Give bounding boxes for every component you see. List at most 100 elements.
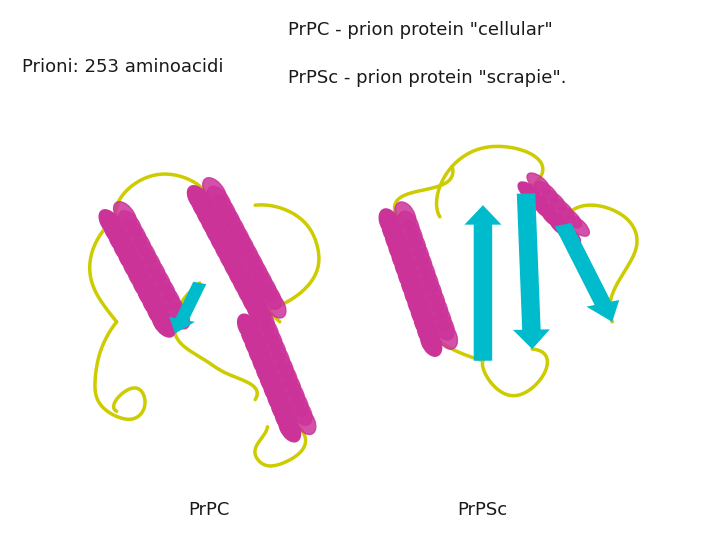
Ellipse shape: [212, 195, 235, 223]
Ellipse shape: [402, 273, 423, 301]
Ellipse shape: [411, 301, 432, 328]
Ellipse shape: [238, 314, 259, 341]
Ellipse shape: [264, 378, 286, 406]
Ellipse shape: [138, 247, 161, 274]
Ellipse shape: [535, 181, 558, 202]
Ellipse shape: [395, 255, 416, 282]
Ellipse shape: [268, 343, 289, 370]
Ellipse shape: [220, 246, 243, 274]
Ellipse shape: [420, 275, 441, 303]
Ellipse shape: [128, 265, 151, 292]
Ellipse shape: [527, 173, 550, 194]
Ellipse shape: [395, 202, 416, 230]
Ellipse shape: [379, 209, 400, 237]
Text: PrPSc: PrPSc: [457, 501, 508, 519]
Ellipse shape: [157, 284, 180, 310]
Ellipse shape: [247, 298, 271, 326]
Ellipse shape: [261, 325, 282, 352]
Ellipse shape: [290, 398, 312, 426]
Text: PrPSc - prion protein "scrapie".: PrPSc - prion protein "scrapie".: [288, 69, 567, 87]
Ellipse shape: [239, 247, 263, 275]
Ellipse shape: [389, 237, 410, 264]
Ellipse shape: [235, 238, 258, 266]
Ellipse shape: [133, 274, 156, 301]
Ellipse shape: [166, 302, 189, 329]
Ellipse shape: [143, 292, 166, 319]
Ellipse shape: [260, 369, 282, 396]
Ellipse shape: [228, 264, 253, 292]
Ellipse shape: [518, 182, 541, 202]
Ellipse shape: [557, 225, 580, 245]
Ellipse shape: [215, 238, 239, 266]
Ellipse shape: [114, 237, 137, 264]
Ellipse shape: [386, 227, 407, 255]
Ellipse shape: [245, 333, 267, 360]
Ellipse shape: [398, 211, 419, 239]
Ellipse shape: [233, 272, 257, 300]
Ellipse shape: [271, 353, 293, 380]
Ellipse shape: [256, 316, 279, 343]
Ellipse shape: [287, 389, 308, 416]
Ellipse shape: [526, 191, 549, 211]
Ellipse shape: [152, 310, 175, 337]
Ellipse shape: [433, 313, 454, 340]
Ellipse shape: [541, 207, 564, 228]
Ellipse shape: [230, 230, 254, 258]
Ellipse shape: [114, 201, 137, 228]
Ellipse shape: [217, 204, 240, 232]
Ellipse shape: [262, 290, 286, 318]
Text: Prioni: 253 aminoacidi: Prioni: 253 aminoacidi: [22, 58, 223, 77]
Ellipse shape: [534, 199, 557, 220]
Ellipse shape: [418, 266, 438, 294]
Ellipse shape: [408, 292, 429, 319]
Ellipse shape: [109, 228, 132, 255]
Ellipse shape: [221, 212, 245, 240]
Ellipse shape: [264, 334, 286, 361]
Ellipse shape: [411, 248, 432, 275]
Ellipse shape: [427, 294, 448, 321]
Ellipse shape: [551, 199, 574, 219]
Ellipse shape: [123, 220, 146, 247]
Ellipse shape: [423, 285, 445, 312]
Ellipse shape: [192, 194, 216, 222]
Ellipse shape: [256, 360, 278, 387]
Ellipse shape: [197, 203, 220, 231]
Ellipse shape: [253, 307, 274, 334]
Ellipse shape: [549, 216, 572, 237]
Polygon shape: [554, 223, 619, 322]
Ellipse shape: [133, 238, 156, 265]
Polygon shape: [169, 282, 206, 334]
Ellipse shape: [405, 282, 426, 310]
Ellipse shape: [187, 186, 212, 214]
Ellipse shape: [162, 293, 185, 320]
Ellipse shape: [430, 303, 451, 331]
Ellipse shape: [436, 322, 457, 349]
Ellipse shape: [242, 289, 266, 318]
Ellipse shape: [249, 342, 271, 369]
Ellipse shape: [543, 190, 566, 211]
Ellipse shape: [123, 255, 146, 282]
Ellipse shape: [283, 380, 305, 407]
Ellipse shape: [224, 255, 248, 283]
Ellipse shape: [248, 264, 272, 292]
Ellipse shape: [99, 210, 122, 237]
Ellipse shape: [392, 246, 413, 273]
Text: PrPC - prion protein "cellular": PrPC - prion protein "cellular": [288, 21, 553, 39]
Ellipse shape: [152, 275, 175, 301]
Ellipse shape: [382, 218, 403, 246]
Ellipse shape: [414, 257, 435, 285]
Ellipse shape: [408, 239, 428, 266]
Ellipse shape: [279, 415, 300, 442]
Ellipse shape: [398, 264, 419, 292]
Ellipse shape: [238, 281, 261, 309]
Ellipse shape: [420, 329, 441, 356]
Ellipse shape: [405, 230, 426, 257]
Ellipse shape: [138, 283, 161, 309]
Ellipse shape: [210, 229, 234, 257]
Polygon shape: [513, 193, 550, 349]
Ellipse shape: [148, 266, 171, 292]
Ellipse shape: [241, 323, 263, 350]
Ellipse shape: [414, 310, 436, 338]
Ellipse shape: [418, 320, 438, 347]
Ellipse shape: [203, 178, 227, 206]
